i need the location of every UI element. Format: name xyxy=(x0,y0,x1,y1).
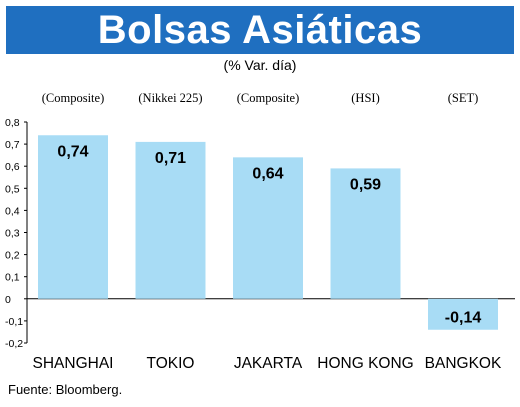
index-label: (Composite) xyxy=(42,91,105,105)
bar xyxy=(135,141,206,299)
bar xyxy=(428,298,498,330)
bar-value-label: 0,74 xyxy=(57,143,88,160)
y-tick-label: 0,5 xyxy=(5,183,20,195)
bar-value-label: 0,59 xyxy=(350,176,381,193)
y-tick-label: 0,6 xyxy=(5,161,20,173)
y-tick-label: 0,2 xyxy=(5,250,20,262)
y-tick-label: 0,3 xyxy=(5,228,20,240)
bar-value-label: 0,64 xyxy=(252,165,283,182)
category-label: SHANGHAI xyxy=(33,355,114,372)
index-label: (SET) xyxy=(448,91,479,105)
source-note: Fuente: Bloomberg. xyxy=(8,382,123,397)
category-label: TOKIO xyxy=(147,355,195,372)
index-label: (HSI) xyxy=(351,91,379,105)
index-label: (Composite) xyxy=(237,91,300,105)
category-label: JAKARTA xyxy=(234,355,303,372)
bar-value-label: 0,71 xyxy=(155,150,186,167)
category-label: HONG KONG xyxy=(317,355,413,372)
title-bar: Bolsas Asiáticas xyxy=(6,6,514,54)
y-tick-label: 0,7 xyxy=(5,139,20,151)
y-tick-label: -0,2 xyxy=(5,338,23,350)
category-label: BANGKOK xyxy=(425,355,502,372)
index-label: (Nikkei 225) xyxy=(138,91,202,105)
bar xyxy=(330,168,401,299)
bar xyxy=(233,157,303,299)
bar-value-label: -0,14 xyxy=(445,310,482,327)
chart-title: Bolsas Asiáticas xyxy=(97,7,423,52)
y-tick-label: 0,1 xyxy=(5,272,20,284)
bar xyxy=(38,135,108,299)
y-tick-label: 0 xyxy=(5,294,11,306)
y-tick-label: 0,8 xyxy=(5,117,20,129)
y-tick-label: -0,1 xyxy=(5,316,23,328)
y-tick-label: 0,4 xyxy=(5,205,20,217)
chart-subtitle: (% Var. día) xyxy=(223,57,297,73)
